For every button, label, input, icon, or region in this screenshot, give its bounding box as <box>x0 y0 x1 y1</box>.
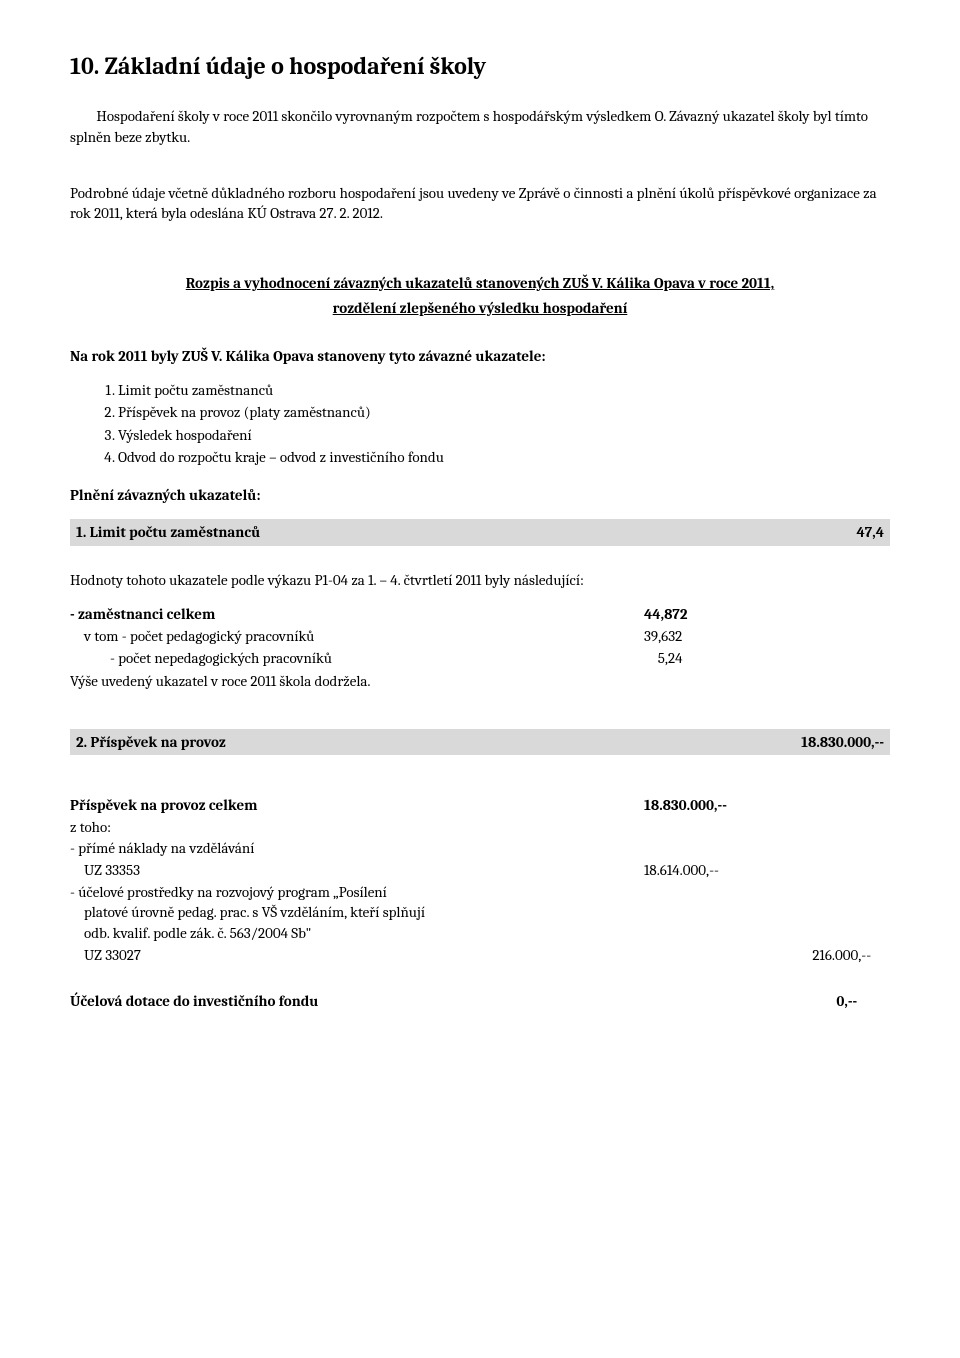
rozpis-subtitle: rozdělení zlepšeného výsledku hospodařen… <box>70 298 890 318</box>
intro-paragraph-2: Podrobné údaje včetně důkladného rozboru… <box>70 183 890 224</box>
row-value: 18.830.000,-- <box>801 732 884 752</box>
ucelova-dotace: Účelová dotace do investičního fondu 0,-… <box>70 991 890 1011</box>
prispevek-line: - účelové prostředky na rozvojový progra… <box>70 882 890 902</box>
kv-label: UZ 33027 <box>70 945 625 965</box>
kv-value: 39,632 <box>644 626 890 646</box>
row-label: 1. Limit počtu zaměstnanců <box>76 522 260 542</box>
list-item: Příspěvek na provoz (platy zaměstnanců) <box>118 402 890 422</box>
kv-value: 216.000,-- <box>625 945 911 965</box>
kv-label: - počet nepedagogických pracovníků <box>70 648 651 668</box>
kv-label: UZ 33353 <box>70 860 625 880</box>
kv-value: 5,24 <box>651 648 897 668</box>
zamestnanci-ped: v tom - počet pedagogický pracovníků 39,… <box>70 626 890 646</box>
plneni-label: Plnění závazných ukazatelů: <box>70 485 890 505</box>
list-item: Limit počtu zaměstnanců <box>118 380 890 400</box>
page-title: 10. Základní údaje o hospodaření školy <box>70 50 890 82</box>
prispevek-line: odb. kvalif. podle zák. č. 563/2004 Sb" <box>70 923 890 943</box>
prispevek-uz33353: UZ 33353 18.614.000,-- <box>70 860 890 880</box>
rozpis-title: Rozpis a vyhodnocení závazných ukazatelů… <box>70 273 890 293</box>
row-value: 47,4 <box>857 522 884 542</box>
row-prispevek-provoz: 2. Příspěvek na provoz 18.830.000,-- <box>70 729 890 755</box>
zamestnanci-celkem: - zaměstnanci celkem 44,872 <box>70 604 890 624</box>
prispevek-uz33027: UZ 33027 216.000,-- <box>70 945 890 965</box>
na-rok-label: Na rok 2011 byly ZUŠ V. Kálika Opava sta… <box>70 346 890 366</box>
zamestnanci-note: Výše uvedený ukazatel v roce 2011 škola … <box>70 671 890 691</box>
kv-label: v tom - počet pedagogický pracovníků <box>70 626 625 646</box>
ukazatele-list: Limit počtu zaměstnanců Příspěvek na pro… <box>118 380 890 467</box>
prispevek-line: - přímé náklady na vzdělávání <box>70 838 890 858</box>
kv-label: - zaměstnanci celkem <box>70 604 611 624</box>
list-item: Odvod do rozpočtu kraje – odvod z invest… <box>118 447 890 467</box>
row-limit-zamestnancu: 1. Limit počtu zaměstnanců 47,4 <box>70 519 890 545</box>
prispevek-ztoho: z toho: <box>70 817 890 837</box>
kv-value: 18.830.000,-- <box>644 795 890 815</box>
kv-label: Účelová dotace do investičního fondu <box>70 991 611 1011</box>
prispevek-line: platové úrovně pedag. prac. s VŠ vzdělán… <box>70 902 890 922</box>
list-item: Výsledek hospodaření <box>118 425 890 445</box>
prispevek-celkem: Příspěvek na provoz celkem 18.830.000,-- <box>70 795 890 815</box>
kv-label: Příspěvek na provoz celkem <box>70 795 611 815</box>
kv-value: 44,872 <box>644 604 890 624</box>
intro-paragraph-1: Hospodaření školy v roce 2011 skončilo v… <box>70 106 890 147</box>
hodnoty-paragraph: Hodnoty tohoto ukazatele podle výkazu P1… <box>70 570 890 590</box>
kv-value: 0,-- <box>611 991 897 1011</box>
kv-value: 18.614.000,-- <box>644 860 890 880</box>
zamestnanci-neped: - počet nepedagogických pracovníků 5,24 <box>70 648 890 668</box>
row-label: 2. Příspěvek na provoz <box>76 732 226 752</box>
